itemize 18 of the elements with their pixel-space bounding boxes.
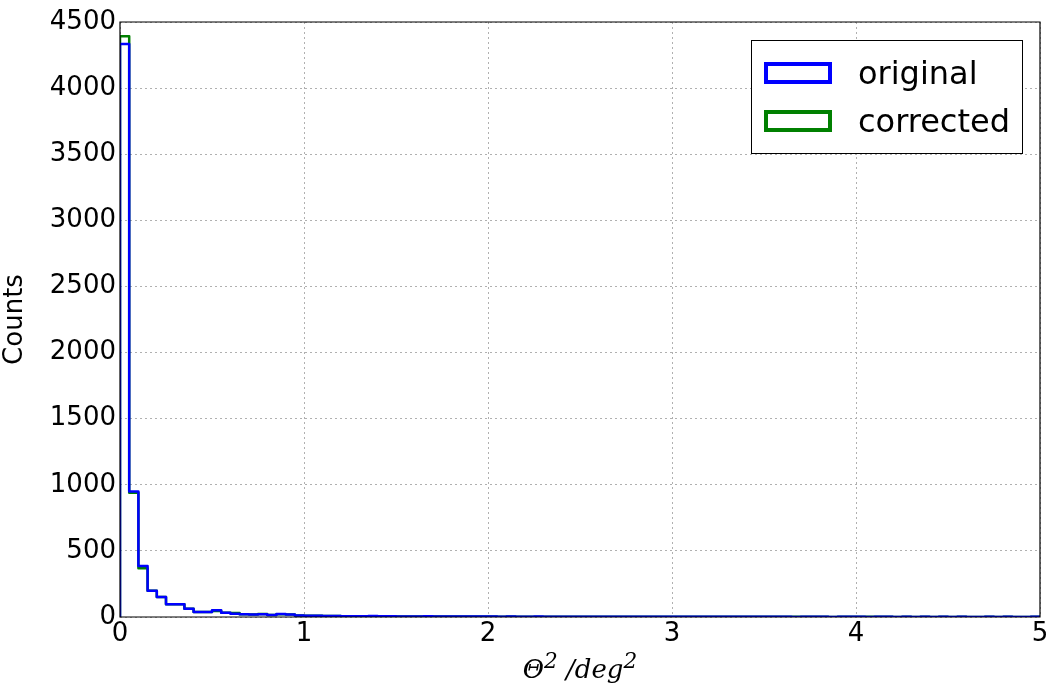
y-tick-label: 1000 (49, 467, 116, 498)
y-tick-label: 4000 (49, 70, 116, 101)
x-tick-label: 1 (295, 617, 313, 648)
y-tick-label: 4500 (49, 4, 116, 35)
x-tick-label: 4 (847, 617, 865, 648)
y-tick-label: 3500 (49, 136, 116, 167)
x-axis-title: Θ$^{2}$ /deg$^{2}$ (521, 648, 639, 684)
y-axis-title: Counts (0, 274, 29, 365)
legend-label: original (857, 54, 978, 92)
x-tick-label: 3 (663, 617, 681, 648)
x-tick-label: 2 (479, 617, 497, 648)
y-tick-label: 500 (66, 533, 116, 564)
y-tick-label: 3000 (49, 203, 116, 234)
x-tick-label: 5 (1031, 617, 1049, 648)
legend-label: corrected (857, 102, 1010, 140)
y-tick-label: 2500 (49, 269, 116, 300)
y-tick-label: 2000 (49, 335, 116, 366)
y-tick-label: 1500 (49, 401, 116, 432)
